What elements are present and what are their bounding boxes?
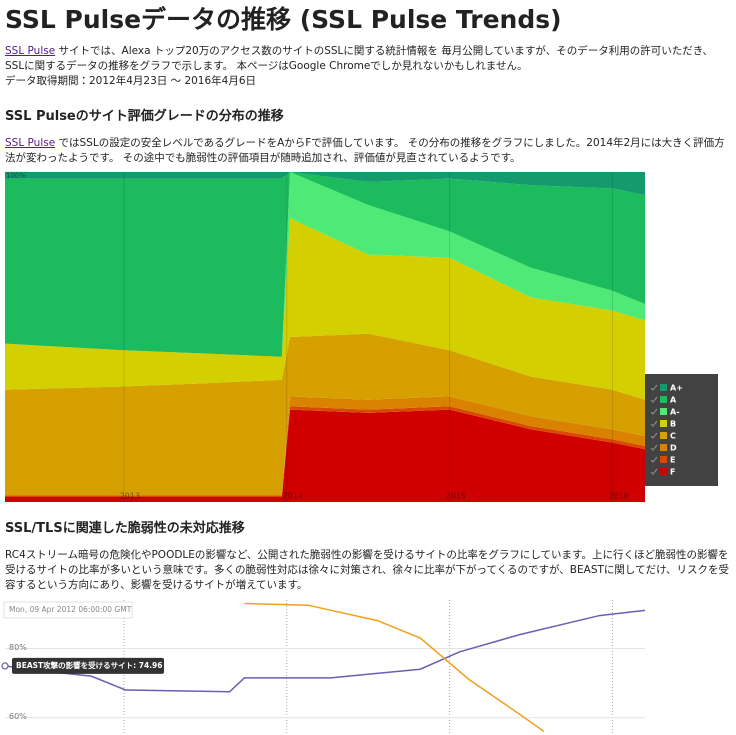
x-tick-label: 2016 [608, 492, 628, 501]
legend-label[interactable]: F [670, 468, 675, 477]
legend-check[interactable] [650, 456, 658, 463]
area [5, 172, 645, 196]
section-text: ではSSLの設定の安全レベルであるグレードをAからFで評価しています。 その分布… [5, 137, 725, 164]
area [5, 218, 645, 400]
tooltip-box [3, 601, 133, 619]
tooltip-date: Mon, 09 Apr 2012 06:00:00 GMT [9, 605, 132, 614]
section-text: RC4ストリーム暗号の危険化やPOODLEの影響など、公開された脆弱性の影響を受… [5, 549, 730, 591]
area [5, 172, 645, 357]
tooltip-label: BEAST攻撃の影響を受けるサイト: 74.96 [16, 660, 163, 670]
page-title: SSL Pulseデータの推移 (SSL Pulse Trends) [5, 5, 562, 34]
line [244, 602, 545, 733]
period: データ取得期間：2012年4月23日 〜 2016年4月6日 [5, 75, 257, 87]
section-heading: SSL Pulseのサイト評価グレードの分布の推移 [5, 109, 284, 124]
y-tick-label: 80% [9, 643, 27, 652]
legend-label[interactable]: A- [670, 408, 680, 417]
legend-box [645, 374, 718, 486]
vulnerability-chart: 80% 60% Mon, 09 Apr 2012 06:00:00 GMT BEAST… [1, 600, 646, 735]
legend-swatch[interactable] [660, 432, 667, 439]
legend-label[interactable]: A [670, 396, 677, 405]
legend-swatch[interactable] [660, 396, 667, 403]
legend-swatch[interactable] [660, 420, 667, 427]
intro: SSL Pulse サイトでは、Alexa トップ20万のアクセス数のサイトのS… [5, 44, 731, 89]
hover-point [1, 662, 9, 670]
intro-text: サイトでは、Alexa トップ20万のアクセス数のサイトのSSLに関する統計情報… [5, 45, 713, 72]
legend-check[interactable] [650, 420, 658, 427]
legend-check[interactable] [650, 396, 658, 403]
line [4, 609, 646, 693]
legend-label[interactable]: E [670, 456, 675, 465]
link[interactable]: SSL Pulse [5, 45, 56, 57]
legend-label[interactable]: D [670, 444, 677, 453]
x-tick-label: 2013 [120, 492, 140, 501]
legend-check[interactable] [650, 384, 658, 391]
link[interactable]: SSL Pulse [5, 137, 56, 149]
section-text: SSL Pulse ではSSLの設定の安全レベルであるグレードをAからFで評価し… [5, 136, 731, 166]
section-heading: SSL/TLSに関連した脆弱性の未対応推移 [5, 521, 245, 536]
x-tick-label: 2014 [283, 492, 303, 501]
area [5, 409, 645, 502]
legend-check[interactable] [650, 432, 658, 439]
legend-swatch[interactable] [660, 456, 667, 463]
legend-swatch[interactable] [660, 408, 667, 415]
legend-check[interactable] [650, 408, 658, 415]
x-tick-label: 2015 [445, 492, 465, 501]
legend-swatch[interactable] [660, 444, 667, 451]
area [5, 333, 645, 496]
legend-label[interactable]: C [670, 432, 676, 441]
tooltip-label-box [12, 657, 164, 674]
y-tick-label: 60% [9, 712, 27, 721]
legend-check[interactable] [650, 468, 658, 475]
y-tick-label: 100% [6, 172, 26, 180]
legend-label[interactable]: A+ [670, 384, 683, 393]
legend-swatch[interactable] [660, 468, 667, 475]
legend-swatch[interactable] [660, 384, 667, 391]
legend-label[interactable]: B [670, 420, 676, 429]
legend-check[interactable] [650, 444, 658, 451]
area [5, 172, 645, 357]
